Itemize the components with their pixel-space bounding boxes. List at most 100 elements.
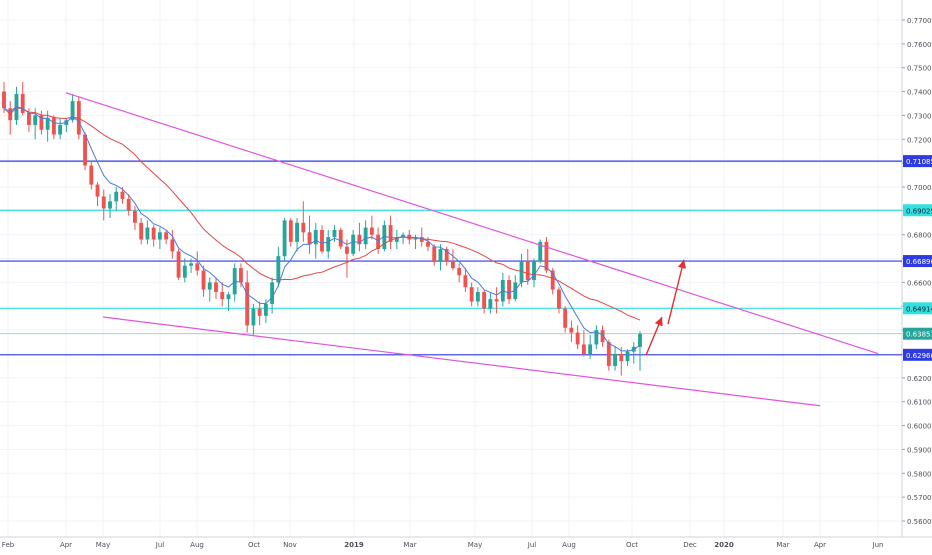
candle-body	[58, 124, 63, 135]
candle	[89, 160, 94, 190]
x-tick-label: Jul	[155, 541, 165, 549]
candle	[157, 227, 162, 250]
candle-body	[338, 229, 343, 247]
price-label-box	[903, 255, 932, 268]
x-tick-label: Jun	[872, 541, 884, 549]
candle-body	[394, 237, 399, 242]
candle	[332, 225, 337, 242]
horizontal-levels	[0, 160, 902, 356]
candle	[70, 93, 75, 123]
candle-body	[145, 227, 150, 240]
candle-body	[270, 282, 275, 304]
candle	[20, 82, 25, 116]
price-label-box	[903, 155, 932, 168]
candle	[369, 215, 374, 240]
candle-body	[164, 232, 169, 240]
candle	[145, 220, 150, 245]
x-tick-label: Oct	[248, 541, 260, 549]
x-tick-label: Aug	[190, 541, 204, 549]
candle-body	[282, 220, 287, 257]
candle-body	[101, 196, 106, 209]
candle	[139, 218, 144, 245]
candle-body	[401, 234, 405, 238]
candle	[220, 282, 225, 307]
candle	[482, 289, 487, 314]
candle	[108, 194, 112, 219]
candle	[532, 258, 536, 288]
candle	[170, 229, 175, 259]
candle	[189, 258, 193, 273]
candle-body	[45, 117, 50, 130]
x-tick-label: Apr	[814, 541, 826, 549]
candle	[51, 115, 56, 140]
candle-body	[170, 239, 175, 252]
candle-body	[301, 222, 306, 233]
candle	[307, 215, 312, 254]
price-label-text: 0.63851	[906, 331, 932, 339]
trendline-upper	[65, 92, 879, 355]
candle	[550, 268, 555, 295]
candle-body	[332, 229, 337, 238]
candle	[345, 239, 349, 278]
price-label-text: 0.64914	[906, 305, 932, 313]
candle-body	[594, 330, 599, 345]
candle	[195, 251, 200, 276]
candle-body	[482, 291, 487, 309]
price-label-box	[903, 327, 932, 340]
candle-body	[357, 234, 362, 245]
candle	[444, 246, 449, 266]
candle	[388, 215, 393, 250]
candle-body	[532, 260, 536, 281]
candle-body	[226, 294, 231, 300]
candle-body	[538, 241, 543, 261]
candle	[606, 339, 611, 371]
price-labels: 0.71085 0.69025 0.66896 0.64914 0.63851 0.629…	[903, 155, 932, 361]
candle	[575, 325, 580, 350]
candle-body	[606, 342, 611, 366]
candle-body	[444, 249, 449, 261]
candle	[438, 244, 443, 271]
candle	[133, 206, 137, 230]
candle-body	[600, 330, 605, 343]
candle-body	[133, 210, 137, 223]
x-tick-label: Oct	[626, 541, 638, 549]
candle	[338, 227, 343, 250]
x-tick-label: 2020	[714, 541, 734, 549]
candle	[201, 265, 206, 297]
grid-lines	[0, 0, 902, 537]
candle-body	[588, 344, 593, 354]
candle-body	[295, 222, 299, 242]
y-tick-label: 0.56000	[907, 518, 932, 526]
price-label-text: 0.71085	[906, 158, 932, 166]
candle	[245, 270, 250, 333]
price-label-box	[903, 302, 932, 315]
candle	[469, 282, 474, 307]
candle-body	[51, 117, 56, 135]
candle	[288, 218, 293, 247]
x-tick-label: May	[468, 541, 482, 549]
candle	[507, 275, 511, 304]
candle	[114, 187, 119, 211]
candle	[401, 232, 405, 245]
candle-body	[625, 351, 630, 362]
candle-body	[27, 113, 31, 125]
candle	[214, 277, 218, 300]
candle-body	[575, 332, 580, 345]
candle-body	[619, 354, 624, 362]
candle-body	[151, 227, 156, 240]
candle-body	[83, 134, 87, 166]
candle-body	[176, 251, 181, 278]
candle-body	[569, 327, 574, 333]
candle	[619, 346, 624, 376]
candle-body	[426, 241, 430, 247]
candle-body	[525, 260, 530, 281]
candle	[513, 275, 518, 302]
